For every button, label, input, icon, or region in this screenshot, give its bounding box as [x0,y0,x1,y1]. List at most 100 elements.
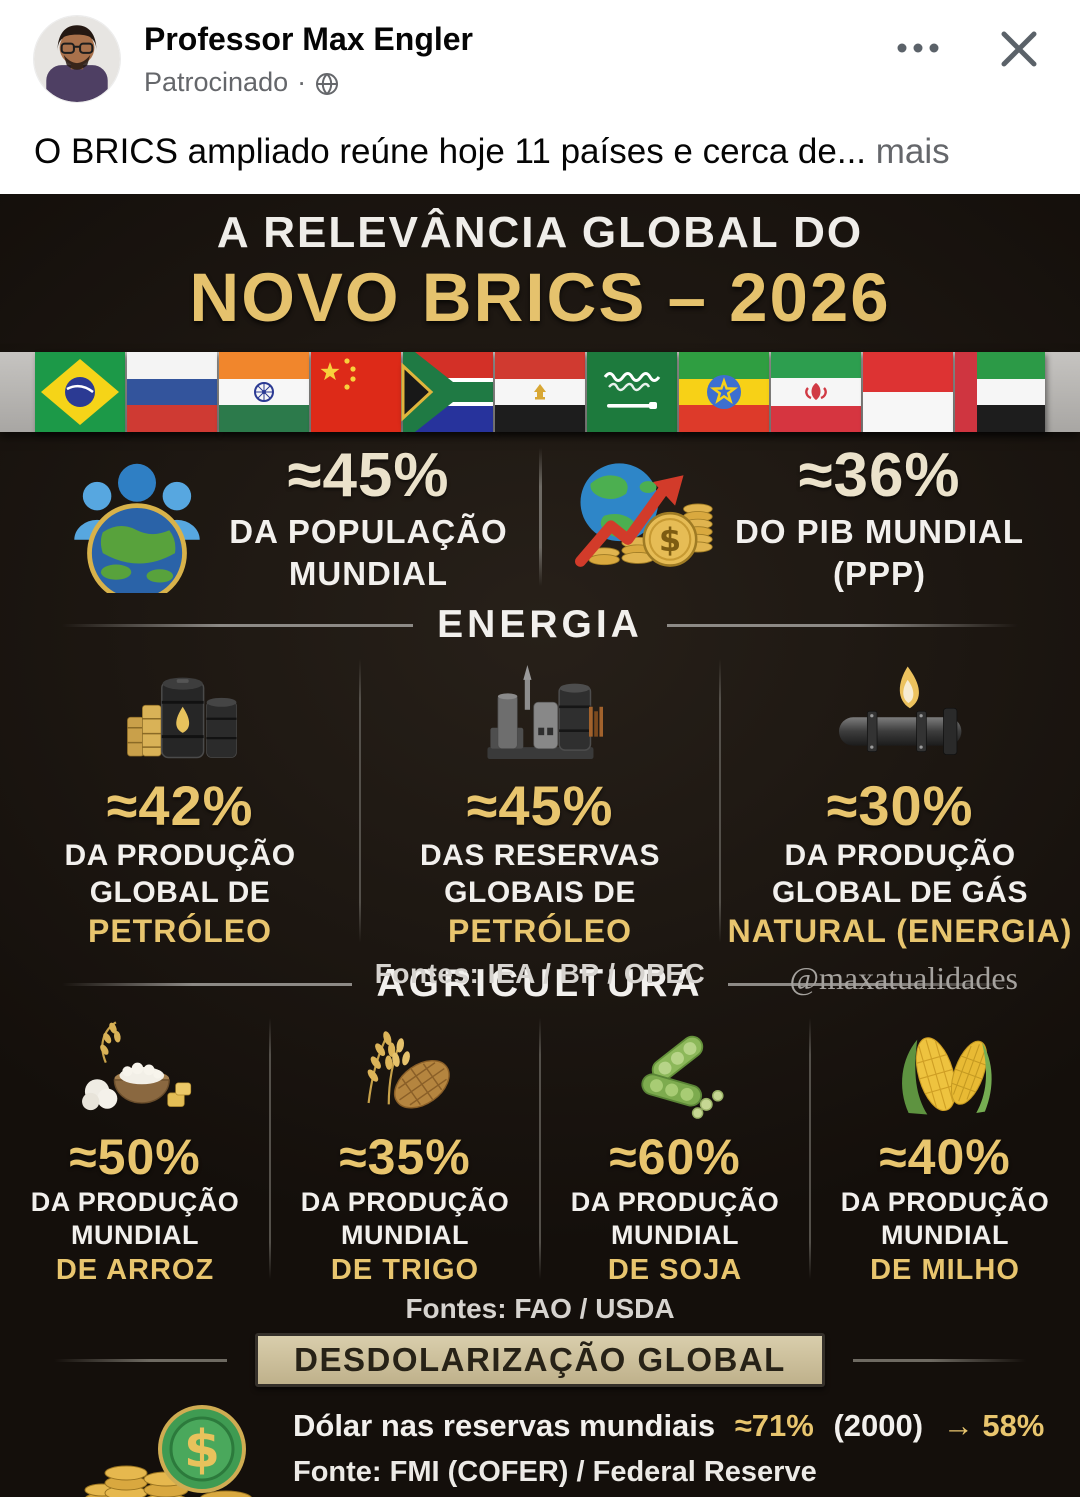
dedollarization-body: $ Dólar nas reservas mundiais ≈71% (2000… [0,1387,1080,1497]
population-globe-icon [61,441,213,604]
agri-label-line: DA PRODUÇÃO [30,1187,240,1218]
heading-line [727,982,1019,986]
reserves-value-2000: ≈71% [734,1407,814,1443]
energy-section-heading: ENERGIA [0,603,1080,647]
flag-iran [769,351,863,432]
dedollarization-section: DESDOLARIZAÇÃO GLOBAL $ [0,1333,1080,1497]
heading-line [62,623,414,627]
gas-pipeline-flame-icon [833,655,967,771]
population-stat-text: ≈45% DA POPULAÇÃO MUNDIAL [229,440,507,595]
energy-label-line: GLOBAIS DE [444,875,636,909]
see-more-link[interactable]: mais [875,132,950,171]
globe-growth-coins-icon: $ [567,441,719,593]
agri-label-gold: DE MILHO [870,1254,1020,1287]
stat-value: ≈36% [798,440,961,510]
agri-label-line: DA PRODUÇÃO [570,1187,780,1218]
watermark: @maxatualidades [789,960,1019,997]
energy-label-line: DAS RESERVAS [420,839,660,873]
infographic-image[interactable]: A RELEVÂNCIA GLOBAL DO NOVO BRICS – 2026 [0,193,1080,1497]
post-text: O BRICS ampliado reúne hoje 11 países e … [0,102,1080,194]
flag-saudi-arabia [585,351,679,432]
flag-indonesia [861,351,955,432]
stat-value: ≈45% [287,440,450,510]
oil-refinery-icon [477,655,604,771]
gdp-stat-text: ≈36% DO PIB MUNDIAL (PPP) [735,440,1024,595]
author-name[interactable]: Professor Max Engler [144,21,473,57]
heading-line [62,982,353,986]
oil-production-column: ≈42% DA PRODUÇÃO GLOBAL DE PETRÓLEO [0,651,360,950]
stat-label-line: MUNDIAL [288,554,449,592]
agri-label-line: MUNDIAL [341,1220,469,1251]
section-title: AGRICULTURA [376,962,704,1006]
reserves-value-now: 58% [982,1407,1045,1443]
agri-label-line: DA PRODUÇÃO [840,1187,1050,1218]
reserves-text: Dólar nas reservas mundiais [293,1407,716,1443]
meta-separator: · [297,67,307,98]
corn-column: ≈40% DA PRODUÇÃO MUNDIAL DE MILHO [809,1010,1080,1287]
section-title: ENERGIA [437,603,643,647]
more-options-icon[interactable] [892,26,944,70]
agri-value: ≈50% [69,1129,201,1186]
stat-label-line: DA POPULAÇÃO [229,512,508,550]
energy-value: ≈42% [106,774,254,838]
infographic-title-line1: A RELEVÂNCIA GLOBAL DO [216,207,864,257]
header-text: Professor Max Engler Patrocinado · [144,16,868,98]
agri-value: ≈60% [609,1129,741,1186]
globe-privacy-icon [315,72,339,96]
wheat-column: ≈35% DA PRODUÇÃO MUNDIAL DE TRIGO [269,1010,540,1287]
energy-value: ≈45% [466,774,614,838]
flag-egypt [493,351,587,432]
oil-barrels-icon [117,655,244,771]
arrow-right-icon: → [942,1407,974,1443]
post-header: Professor Max Engler Patrocinado · [0,0,1080,102]
infographic-title-line2: NOVO BRICS – 2026 [189,258,891,336]
flag-russia [125,351,219,432]
agriculture-section-heading: AGRICULTURA [0,962,1080,1006]
dollar-reserves-line: Dólar nas reservas mundiais ≈71% (2000) … [293,1408,1044,1444]
energy-label-line: GLOBAL DE [89,875,271,909]
energy-value: ≈30% [826,774,974,838]
dedollarization-banner-row: DESDOLARIZAÇÃO GLOBAL [0,1333,1080,1388]
top-stats-divider [538,448,542,587]
rice-bowl-icon [77,1014,192,1126]
agriculture-columns: ≈50% DA PRODUÇÃO MUNDIAL DE ARROZ [0,1010,1080,1287]
flag-uae [953,351,1047,432]
energy-columns: ≈42% DA PRODUÇÃO GLOBAL DE PETRÓLEO [0,651,1080,950]
energy-label-line: DA PRODUÇÃO [64,839,296,873]
energy-sources: Fontes: IEA / BP / OPEC [374,958,706,990]
wheat-icon [347,1014,462,1126]
post-text-body: O BRICS ampliado reúne hoje 11 países e … [34,132,867,171]
flag-ethiopia [677,351,771,432]
stat-label-line: DO PIB MUNDIAL [735,512,1024,550]
agri-value: ≈40% [879,1129,1011,1186]
agri-label-gold: DE SOJA [607,1254,743,1287]
avatar-portrait [34,16,120,102]
flag-india [217,351,311,432]
flag-brazil [33,351,127,432]
agri-value: ≈35% [339,1129,471,1186]
energy-label-line: GLOBAL DE GÁS [772,875,1028,909]
heading-line [666,623,1019,627]
oil-reserves-column: ≈45% DAS RESERVAS GLOBAIS DE PETRÓLEO [359,651,720,950]
rice-column: ≈50% DA PRODUÇÃO MUNDIAL DE ARROZ [0,1010,270,1287]
energy-label-gold: PETRÓLEO [447,913,632,950]
svg-text:$: $ [184,1420,220,1480]
sponsored-label: Patrocinado [144,67,289,98]
corn-icon [887,1014,1002,1126]
population-stat: ≈45% DA POPULAÇÃO MUNDIAL [39,440,531,604]
dedollarization-source: Fonte: FMI (COFER) / Federal Reserve [293,1455,817,1488]
header-actions [892,16,1050,72]
agri-label-line: DA PRODUÇÃO [300,1187,510,1218]
dedollarization-heading: DESDOLARIZAÇÃO GLOBAL [255,1333,825,1388]
stat-label-line: (PPP) [832,554,926,592]
agri-label-line: MUNDIAL [881,1220,1009,1251]
energy-label-gold: NATURAL (ENERGIA) [727,913,1073,950]
avatar[interactable] [34,16,120,102]
energy-label-gold: PETRÓLEO [87,913,272,950]
agri-label-line: MUNDIAL [611,1220,739,1251]
reserves-year: (2000) [833,1407,924,1443]
close-icon[interactable] [996,26,1042,72]
banner-line [54,1358,228,1362]
soybean-pods-icon [617,1014,732,1126]
